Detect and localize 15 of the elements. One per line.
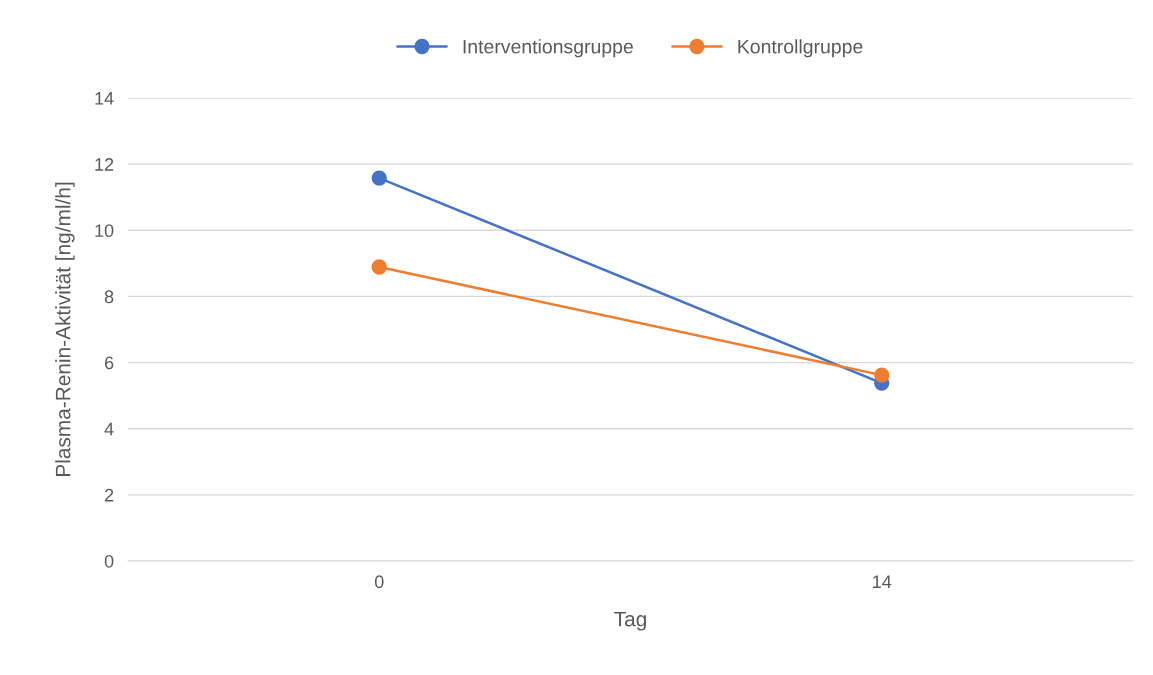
y-tick-label: 10 bbox=[95, 224, 114, 238]
y-tick-label: 14 bbox=[95, 92, 114, 105]
y-tick-label: 2 bbox=[104, 488, 114, 502]
y-tick-label: 4 bbox=[104, 422, 114, 436]
y-tick-label: 12 bbox=[95, 158, 114, 171]
legend-label: Kontrollgruppe bbox=[738, 39, 863, 58]
point bbox=[371, 170, 387, 186]
y-axis-title: Plasma-Renin-Aktivität [ng/ml/h] bbox=[55, 182, 75, 476]
x-axis-title: Tag bbox=[614, 611, 646, 631]
y-tick-label: 0 bbox=[104, 554, 114, 568]
point bbox=[371, 259, 387, 275]
y-tick-label: 6 bbox=[104, 356, 114, 370]
y-tick-label: 8 bbox=[104, 290, 114, 304]
legend-label: Interventionsgruppe bbox=[463, 39, 633, 58]
point bbox=[874, 367, 890, 383]
